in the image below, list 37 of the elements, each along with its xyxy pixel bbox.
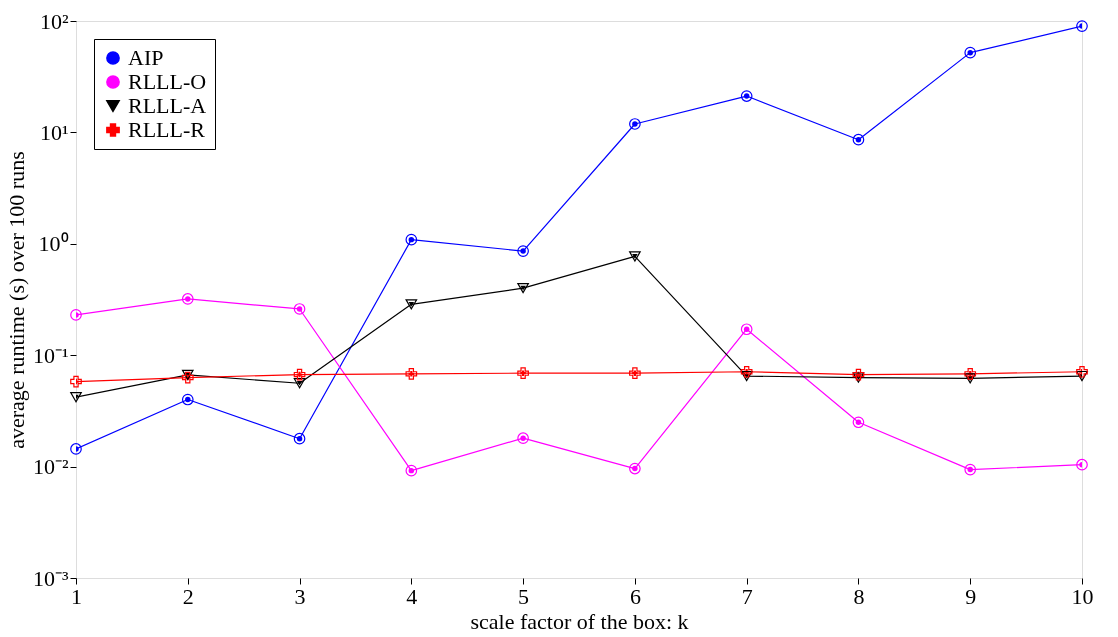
x-tick-label: 2: [182, 583, 194, 609]
x-tick-label: 1: [71, 583, 82, 609]
point: [964, 368, 977, 380]
x-tick-label: 7: [741, 583, 753, 609]
point: [70, 309, 82, 321]
y-tick-label: 10⁰: [38, 231, 69, 257]
x-tick-label: 4: [406, 583, 418, 609]
point: [740, 323, 753, 336]
point: [70, 443, 82, 455]
point: [70, 392, 82, 403]
x-tick-label: 10: [1071, 583, 1094, 609]
point: [1076, 365, 1088, 378]
point: [181, 393, 194, 406]
y-tick-label: 10¹: [39, 119, 69, 145]
y-tick-label: 10⁻³: [32, 565, 69, 591]
x-tick-label: 8: [853, 583, 865, 609]
y-tick-label: 10⁻¹: [32, 342, 69, 368]
x-tick-label: 9: [965, 583, 977, 609]
point: [852, 416, 865, 429]
y-tick-label: 10⁻²: [32, 454, 69, 480]
y-tick-label: 10²: [39, 8, 69, 34]
point: [964, 46, 977, 59]
x-tick-label: 3: [294, 583, 306, 609]
legend-label: AIP: [128, 45, 164, 70]
legend-label: RLLL-O: [128, 69, 207, 94]
legend-label: RLLL-R: [128, 117, 206, 142]
point: [964, 463, 977, 476]
x-tick-label: 6: [629, 583, 641, 609]
point: [740, 365, 753, 378]
x-tick-label: 5: [518, 583, 530, 609]
point: [1076, 20, 1088, 32]
legend-label: RLLL-A: [128, 93, 207, 118]
point: [1076, 458, 1088, 471]
point: [70, 375, 82, 388]
x-axis-title: scale factor of the box: k: [470, 608, 689, 634]
point: [181, 293, 194, 305]
y-axis-title: average runtime (s) over 100 runs: [3, 151, 29, 449]
